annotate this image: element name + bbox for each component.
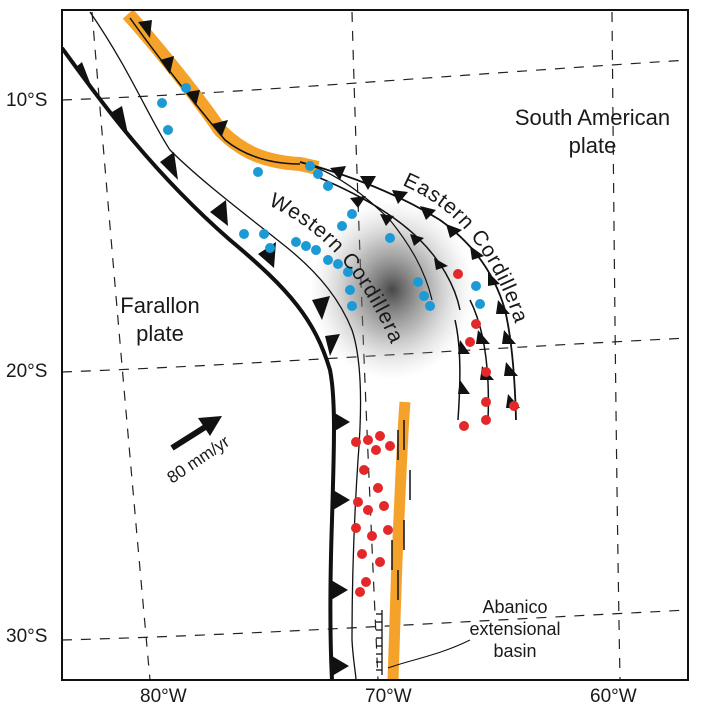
strike-slip-south — [391, 420, 411, 600]
eastern-thrust-4 — [454, 319, 461, 421]
abanico-line2: extensional — [469, 619, 561, 639]
lon-label-70w: 70°W — [365, 686, 412, 707]
thrust-north — [129, 17, 301, 165]
velocity-arrow — [170, 416, 222, 451]
abanico-line3: basin — [493, 641, 537, 661]
south-american-plate-line2: plate — [568, 133, 617, 158]
red-volcanoes — [351, 269, 519, 597]
lon-label-80w: 80°W — [140, 686, 187, 707]
coastline — [89, 11, 362, 680]
lat-label-20s: 20°S — [6, 361, 48, 382]
velocity-label: 80 mm/yr — [164, 432, 234, 488]
abanico-basin-label: Abanico extensional basin — [450, 596, 580, 662]
map-frame — [61, 9, 689, 681]
lat-label-10s: 10°S — [6, 90, 48, 111]
abanico-leader — [387, 639, 471, 669]
trench-line — [62, 46, 336, 680]
orange-belt-north — [122, 10, 320, 175]
south-american-plate-line1: South American — [514, 105, 671, 130]
thrust-north-teeth — [138, 20, 228, 136]
eastern-thrust-teeth — [330, 166, 520, 408]
orocline-shading — [310, 200, 474, 380]
abanico-basin-hatch — [376, 610, 383, 675]
south-american-plate-label: South American plate — [495, 104, 690, 160]
trench-teeth — [75, 62, 350, 676]
farallon-plate-line2: plate — [136, 321, 184, 346]
lat-label-30s: 30°S — [6, 626, 48, 647]
farallon-plate-line1: Farallon — [120, 293, 200, 318]
orange-belt-south — [387, 401, 411, 680]
farallon-plate-label: Farallon plate — [105, 292, 215, 348]
abanico-line1: Abanico — [482, 597, 548, 617]
blue-volcanoes — [157, 83, 485, 311]
lon-label-60w: 60°W — [590, 686, 637, 707]
